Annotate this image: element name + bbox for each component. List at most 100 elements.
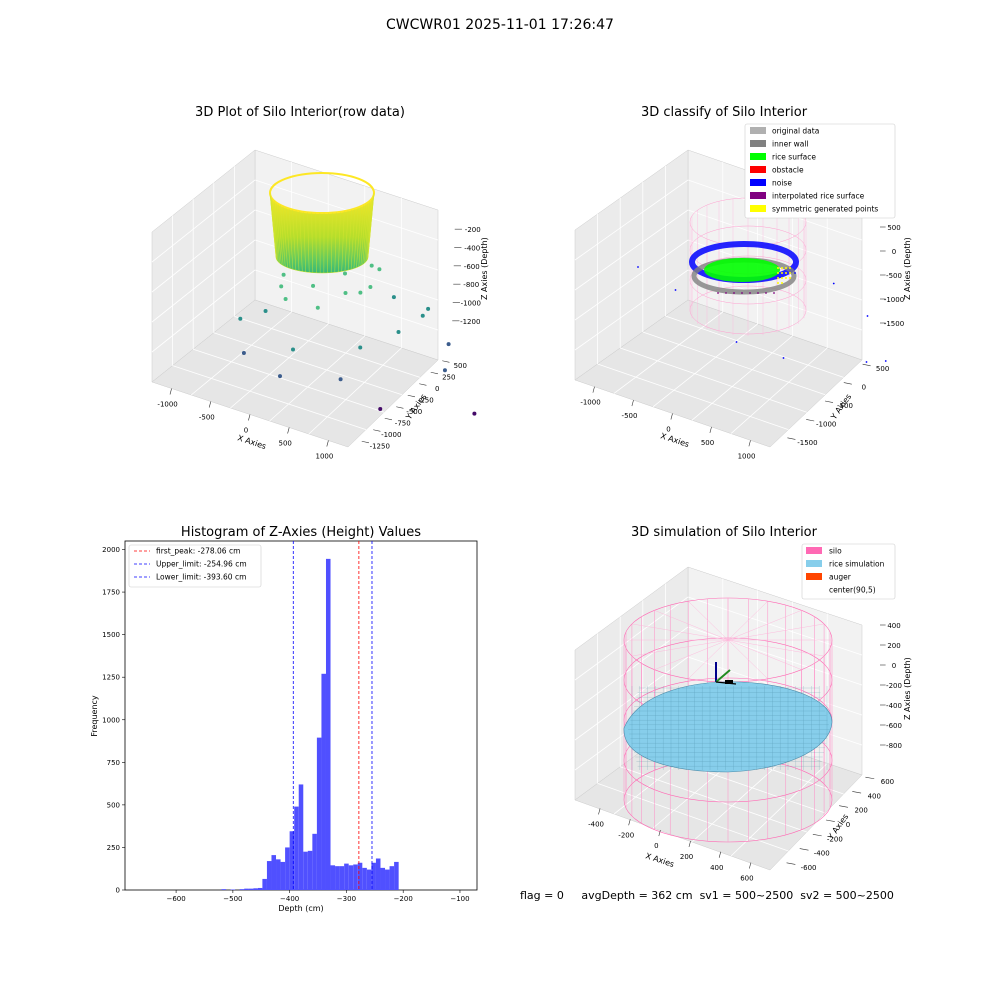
p1-y-tick-label: -1250 [370,442,390,450]
floor-grid-line [213,332,403,396]
p4-silo-spoke [727,623,825,641]
p4-y-tick-mark [786,862,796,865]
p2-noise-point [865,361,868,363]
p1-ring-stroke [362,202,369,265]
p1-scatter-point [241,351,246,355]
p1-ring-stroke [341,211,345,272]
p4-silo-spoke [727,639,802,670]
p4-y-tick-label: -400 [814,850,830,858]
p3-legend-label: Upper_limit: -254.96 cm [156,560,247,569]
p4-x-tick-mark [688,840,691,847]
p4-x-axis-label: X Axies [644,851,675,869]
p1-z-tick-label: -200 [465,226,481,234]
p3-bar [316,737,322,890]
p1-scatter-point [263,309,268,314]
p1-y-tick-label: -500 [406,408,422,416]
p3-bar [248,888,254,890]
left-grid-line [574,656,689,741]
p1-ring-stroke [350,208,356,270]
p1-scatter-point [338,377,343,382]
p1-ring-stroke [295,210,300,271]
p2-interp-point [733,292,735,294]
p4-y-tick-mark [839,805,848,808]
p4-z-tick-label: -400 [886,702,902,710]
p4-silo-spoke [727,639,768,679]
p1-ring-stroke [282,206,288,268]
p3-bar [294,806,299,890]
p1-scatter-point [378,406,383,411]
floor-grid-line [691,335,793,421]
p4-legend-box [801,543,896,600]
p1-scatter-point [442,368,447,373]
p2-interp-point [717,292,719,294]
p1-ring-stroke [334,212,337,273]
p4-center-y-arrow [715,669,731,683]
left-grid-line [574,626,689,711]
p2-x-tick-mark [670,413,673,420]
subplot3-title: Histogram of Z-Axies (Height) Values [181,525,421,540]
p2-x-tick-label: -500 [622,412,638,420]
p4-x-tick-label: 200 [680,853,693,861]
p3-bar [339,866,345,890]
p4-z-tick-label: 0 [892,662,896,670]
p1-x-tick-mark [326,440,329,447]
p1-ring-stroke [367,196,374,260]
p3-y-tick-label: 750 [107,759,120,767]
p4-ticks: -400-20002004006006004002000-200-400-600… [588,622,902,883]
p1-ring-stroke [292,209,297,271]
p2-y-tick-mark [806,419,815,422]
p3-bars [221,558,399,890]
p1-ring-stroke [347,209,352,271]
p3-x-tick-label: −100 [450,895,469,903]
p3-bar [239,889,245,890]
back-grid-line [687,209,863,271]
p1-ring-stroke [338,211,341,272]
p1-scatter-point [446,342,451,347]
p1-ring-stroke [358,204,364,267]
p4-z-tick-label: -200 [886,682,902,690]
back-grid-line [687,596,863,656]
floor-grid-line [730,347,828,434]
p2-x-tick-label: -1000 [580,399,600,407]
p2-legend-swatch [750,179,766,186]
p1-x-tick-label: 1000 [315,453,333,461]
p2-noise-point [866,315,869,317]
p3-bar [276,859,281,890]
p2-noise-point [884,360,887,362]
p3-bar [221,889,227,890]
p1-z-tick-label: -400 [464,245,480,253]
p2-symmetric-point [781,267,783,269]
p1-scatter-point [420,313,425,318]
back-grid-line [687,626,863,686]
p4-x-tick-mark [718,851,722,858]
p3-bar [357,862,363,890]
p4-legend-label: center(90,5) [829,586,876,595]
p1-ring-stroke [270,196,277,260]
floor-grid-line [620,766,807,833]
p4-x-tick-label: 600 [740,875,753,883]
floor-grid-line [190,311,292,396]
p4-silo-spoke [654,639,729,670]
p3-y-tick-label: 500 [107,801,120,809]
p2-y-tick-mark [862,363,871,367]
p3-y-tick-label: 1500 [102,631,120,639]
p1-x-tick-label: -500 [199,414,215,422]
p2-symmetric-point [777,282,779,284]
p4-rice-surface [623,681,833,773]
left-grid-line [574,269,689,351]
p2-x-tick-label: 1000 [738,452,756,460]
p2-y-tick-mark [843,382,852,385]
p4-data [623,597,833,843]
p1-y-tick-mark [430,371,439,375]
floor-grid-line [269,335,366,422]
p2-y-tick-label: 500 [876,365,889,373]
p2-legend-label: noise [772,179,792,188]
p1-scatter-point [358,345,363,350]
p1-scatter-point [291,347,295,352]
p3-bar [271,855,277,890]
p1-ring-stroke [277,203,284,266]
p1-ring-stroke [299,211,303,272]
p2-x-axis-label: X Axies [659,431,690,449]
p2-noise-point [794,272,796,274]
floor-grid-line [308,347,402,435]
